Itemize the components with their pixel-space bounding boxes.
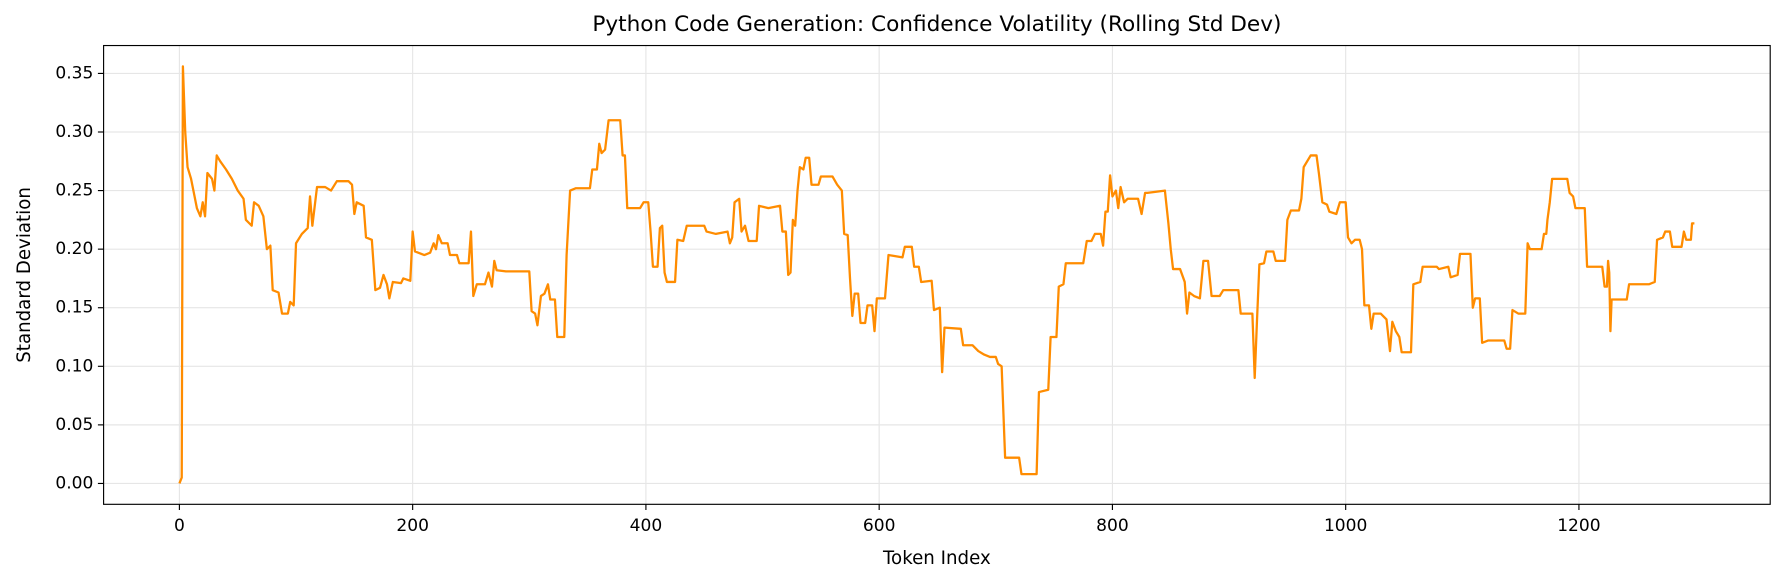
plot-frame	[103, 44, 1771, 505]
y-tick-label: 0.20	[55, 239, 93, 259]
y-tick-label: 0.35	[55, 63, 93, 83]
x-tick-label: 400	[630, 516, 663, 536]
y-tick-label: 0.25	[55, 181, 93, 201]
x-axis-label: Token Index	[882, 548, 991, 569]
x-tick-label: 800	[1096, 516, 1129, 536]
line-series	[178, 65, 1695, 484]
y-tick-label: 0.05	[55, 415, 93, 435]
x-tick-label: 200	[396, 516, 429, 536]
x-tick-label: 0	[174, 516, 185, 536]
y-axis-label: Standard Deviation	[14, 187, 35, 363]
x-tick-label: 1200	[1557, 516, 1600, 536]
chart-title: Python Code Generation: Confidence Volat…	[592, 12, 1281, 37]
x-tick-label: 600	[863, 516, 896, 536]
y-tick-label: 0.00	[55, 473, 93, 493]
x-tick-label: 1000	[1324, 516, 1367, 536]
y-tick-label: 0.30	[55, 122, 93, 142]
y-tick-label: 0.15	[55, 298, 93, 318]
y-tick-label: 0.10	[55, 356, 93, 376]
